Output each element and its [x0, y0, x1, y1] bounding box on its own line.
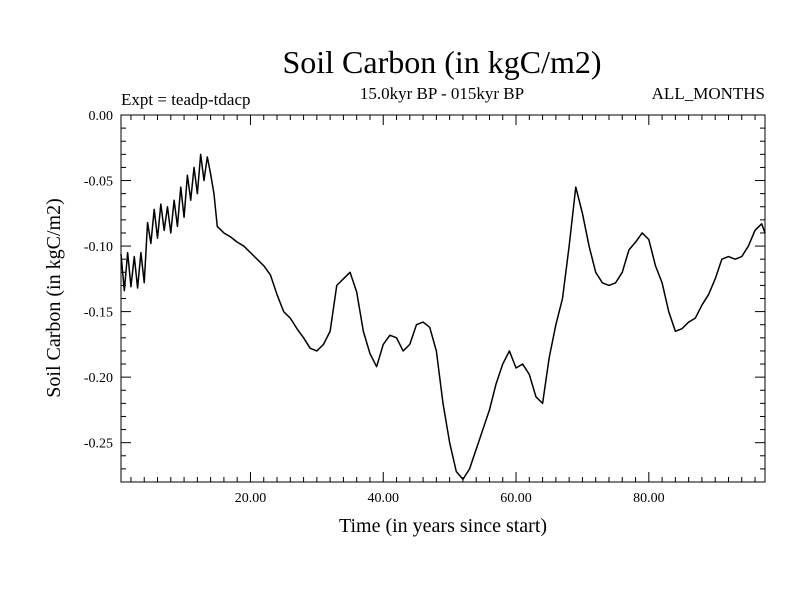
y-tick-label: -0.20	[84, 371, 113, 386]
experiment-label: Expt = teadp-tdacp	[121, 90, 250, 109]
series-line-soil-carbon	[120, 153, 766, 481]
chart-subtitle: 15.0kyr BP - 015kyr BP	[360, 84, 524, 103]
plot-frame	[120, 114, 766, 483]
x-tick-label: 60.00	[500, 491, 532, 506]
x-tick-labels: 20.00 40.00 60.00 80.00	[235, 491, 665, 506]
axis-ticks	[121, 114, 765, 483]
months-label: ALL_MONTHS	[652, 84, 765, 103]
chart-title: Soil Carbon (in kgC/m2)	[282, 44, 601, 80]
y-tick-label: 0.00	[89, 109, 114, 124]
y-tick-label: -0.10	[84, 240, 113, 255]
y-tick-labels: 0.00 -0.05 -0.10 -0.15 -0.20 -0.25	[84, 109, 113, 452]
x-axis-label: Time (in years since start)	[339, 515, 547, 537]
y-tick-label: -0.05	[84, 175, 113, 190]
y-tick-label: -0.25	[84, 437, 113, 452]
x-tick-label: 40.00	[367, 491, 399, 506]
x-tick-label: 80.00	[633, 491, 665, 506]
x-tick-label: 20.00	[235, 491, 267, 506]
y-tick-label: -0.15	[84, 306, 113, 321]
y-axis-label: Soil Carbon (in kgC/m2)	[43, 198, 65, 397]
